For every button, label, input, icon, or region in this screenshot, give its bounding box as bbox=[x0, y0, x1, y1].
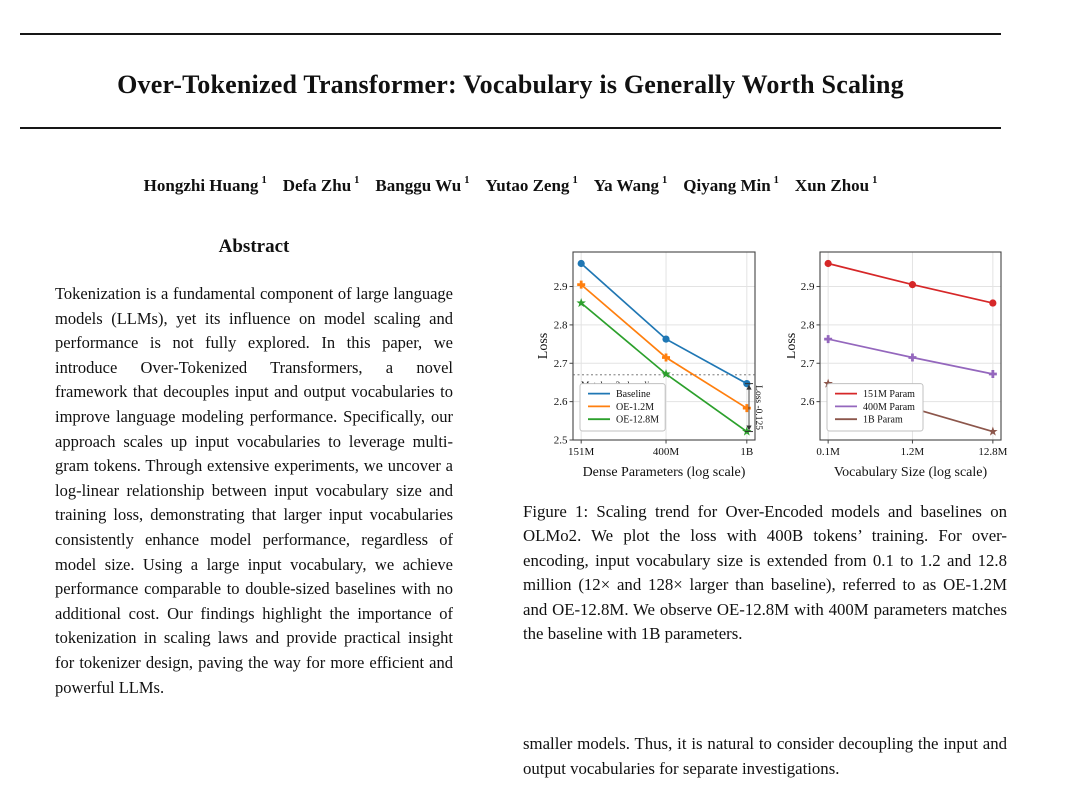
svg-text:0.1M: 0.1M bbox=[816, 446, 840, 458]
author: Xun Zhou 1 bbox=[794, 175, 878, 195]
author: Defa Zhu 1 bbox=[282, 175, 360, 195]
svg-text:400M: 400M bbox=[653, 446, 680, 458]
svg-text:2.9: 2.9 bbox=[554, 281, 568, 293]
svg-text:2.6: 2.6 bbox=[554, 396, 568, 408]
svg-text:12.8M: 12.8M bbox=[978, 446, 1007, 458]
top-rule bbox=[20, 33, 1001, 35]
author: Banggu Wu 1 bbox=[375, 175, 470, 195]
svg-text:2.8: 2.8 bbox=[801, 319, 815, 331]
author: Yutao Zeng 1 bbox=[485, 175, 578, 195]
author: Ya Wang 1 bbox=[593, 175, 668, 195]
svg-text:1B Param: 1B Param bbox=[863, 415, 903, 426]
svg-text:2.6: 2.6 bbox=[801, 396, 815, 408]
paper-title: Over-Tokenized Transformer: Vocabulary i… bbox=[117, 70, 904, 99]
svg-text:2.7: 2.7 bbox=[801, 358, 815, 370]
figure1-right-chart: 2.6 2.7 2.8 2.9 0.1M 1.2M 12.8M 151M Param 400M … bbox=[787, 251, 1008, 480]
left-column: Abstract Tokenization is a fundamental c… bbox=[55, 236, 453, 700]
intro-body-text: smaller models. Thus, it is natural to c… bbox=[523, 734, 1007, 778]
svg-text:Loss -0.125: Loss -0.125 bbox=[753, 385, 763, 430]
author: Hongzhi Huang 1 bbox=[143, 175, 267, 195]
svg-text:Vocabulary Size (log scale): Vocabulary Size (log scale) bbox=[834, 465, 988, 480]
svg-text:151M Param: 151M Param bbox=[863, 389, 915, 400]
svg-text:Loss: Loss bbox=[537, 333, 551, 359]
author: Qiyang Min 1 bbox=[683, 175, 779, 195]
title-bottom-rule bbox=[20, 127, 1001, 129]
figure1-caption: Figure 1: Scaling trend for Over-Encoded… bbox=[523, 502, 1007, 644]
svg-text:2.7: 2.7 bbox=[554, 358, 568, 370]
svg-text:OE-12.8M: OE-12.8M bbox=[616, 415, 659, 426]
authors-line: Hongzhi Huang 1 Defa Zhu 1 Banggu Wu 1 Yutao Z… bbox=[20, 175, 1001, 196]
svg-text:Dense Parameters (log scale): Dense Parameters (log scale) bbox=[583, 465, 746, 480]
svg-text:Loss: Loss bbox=[787, 333, 799, 359]
abstract-text: Tokenization is a fundamental component … bbox=[55, 284, 453, 697]
svg-text:1B: 1B bbox=[740, 446, 753, 458]
svg-text:2.9: 2.9 bbox=[801, 281, 815, 293]
svg-text:OE-1.2M: OE-1.2M bbox=[616, 402, 654, 413]
svg-text:151M: 151M bbox=[568, 446, 595, 458]
abstract-heading: Abstract bbox=[218, 236, 290, 257]
svg-text:400M Param: 400M Param bbox=[863, 402, 915, 413]
figure1: 2.52.62.72.82.9151M400M1BMatches 2x base… bbox=[537, 244, 1011, 484]
svg-text:2.5: 2.5 bbox=[554, 435, 568, 447]
svg-text:1.2M: 1.2M bbox=[901, 446, 925, 458]
svg-text:Baseline: Baseline bbox=[616, 389, 651, 400]
figure1-left-chart: 2.52.62.72.82.9151M400M1BMatches 2x base… bbox=[537, 251, 763, 480]
svg-text:2.8: 2.8 bbox=[554, 319, 568, 331]
